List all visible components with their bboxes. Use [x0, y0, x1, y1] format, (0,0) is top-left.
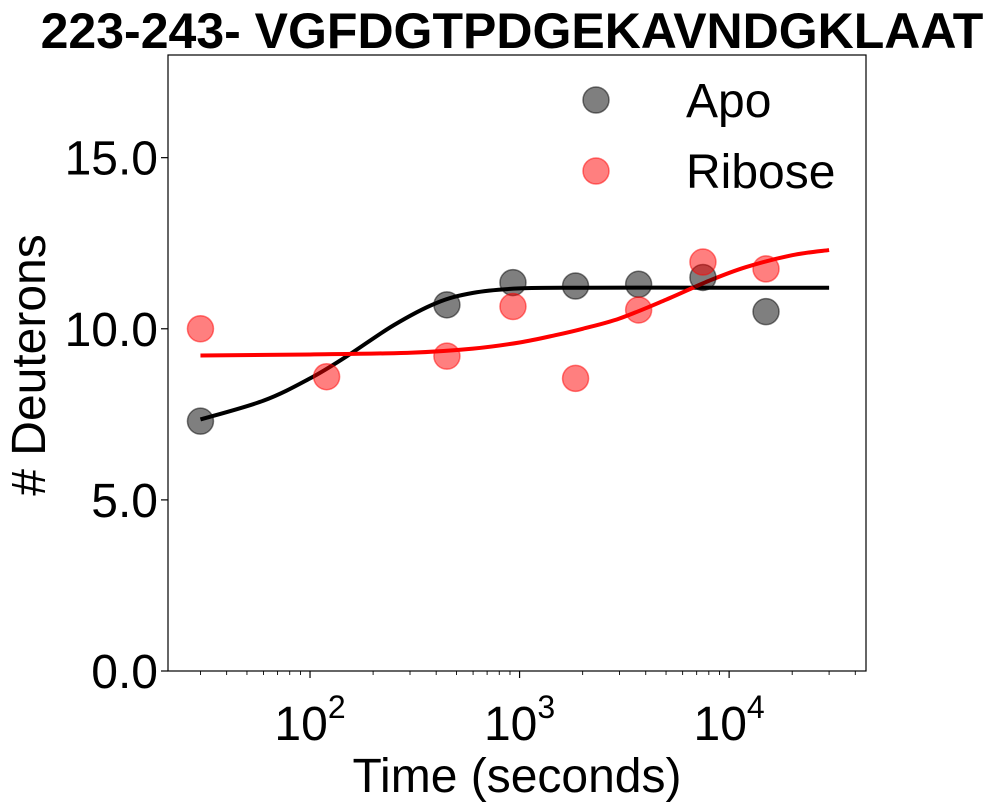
data-point-1-6	[689, 248, 717, 276]
y-tick-label-0: 0.0	[91, 646, 158, 699]
data-point-1-2	[433, 342, 461, 370]
legend: Apo Ribose	[582, 75, 835, 199]
x-tick-label-1: 103	[484, 689, 555, 751]
data-point-1-7	[752, 255, 780, 283]
legend-marker-0	[582, 86, 610, 114]
plot-area	[167, 54, 867, 672]
y-tick-label-1: 5.0	[91, 475, 158, 528]
data-point-0-6	[752, 297, 780, 326]
x-tick-label-2: 104	[694, 689, 765, 751]
y-tick-label-3: 15.0	[65, 133, 158, 186]
fit-line-1	[200, 248, 830, 358]
data-point-0-2	[499, 268, 527, 297]
y-ticks: 0.0 5.0 10.0 15.0	[65, 133, 168, 699]
x-tick-label-0: 102	[274, 689, 345, 751]
y-tick-label-2: 10.0	[65, 304, 158, 357]
data-point-0-4	[624, 270, 653, 299]
x-axis-label: Time (seconds)	[353, 750, 682, 803]
data-point-1-4	[561, 364, 590, 393]
data-point-0-1	[433, 291, 461, 319]
data-point-1-1	[312, 362, 341, 391]
legend-label-1: Ribose	[686, 146, 835, 199]
legend-marker-1	[582, 157, 610, 185]
legend-label-0: Apo	[686, 75, 771, 128]
data-point-1-3	[499, 292, 527, 321]
y-axis-label: # Deuterons	[3, 234, 56, 496]
data-point-0-3	[561, 272, 590, 300]
data-point-1-5	[624, 296, 653, 324]
data-point-1-0	[186, 315, 215, 343]
data-points	[186, 248, 780, 435]
chart-title: 223-243- VGFDGTPDGEKAVNDGKLAAT	[41, 3, 984, 59]
data-point-0-0	[186, 407, 215, 435]
x-ticks: 102 103 104	[200, 671, 856, 751]
